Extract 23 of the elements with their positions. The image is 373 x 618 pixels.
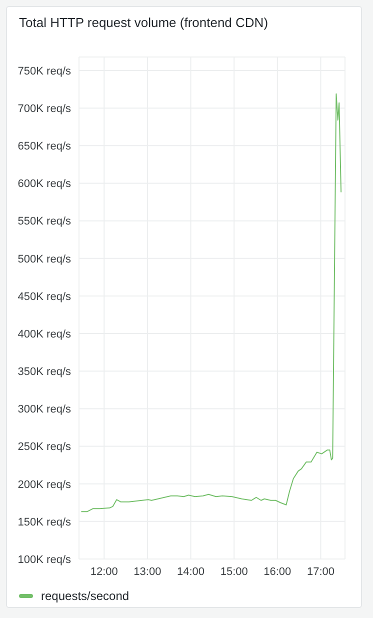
- x-tick-label: 13:00: [134, 566, 162, 578]
- x-tick-label: 16:00: [264, 566, 292, 578]
- x-tick-label: 12:00: [90, 566, 118, 578]
- x-tick-label: 17:00: [306, 566, 335, 578]
- y-tick-label: 500K req/s: [18, 253, 72, 266]
- y-tick-label: 750K req/s: [18, 65, 72, 78]
- y-tick-label: 100K req/s: [18, 554, 72, 566]
- y-tick-label: 150K req/s: [18, 516, 72, 528]
- x-tick-label: 15:00: [220, 566, 248, 578]
- y-tick-label: 650K req/s: [18, 140, 72, 153]
- x-tick-label: 14:00: [177, 566, 205, 578]
- y-tick-label: 400K req/s: [18, 328, 72, 340]
- y-tick-label: 200K req/s: [18, 478, 72, 491]
- y-tick-label: 550K req/s: [18, 216, 72, 228]
- y-tick-label: 300K req/s: [18, 404, 72, 416]
- y-tick-label: 250K req/s: [18, 441, 72, 454]
- line-series: [80, 93, 342, 512]
- legend-label: requests/second: [41, 589, 130, 603]
- chart-title: Total HTTP request volume (frontend CDN): [19, 15, 268, 30]
- y-tick-label: 700K req/s: [18, 103, 72, 116]
- y-tick-label: 600K req/s: [18, 178, 72, 190]
- y-tick-label: 450K req/s: [18, 290, 72, 303]
- y-tick-label: 350K req/s: [18, 366, 72, 378]
